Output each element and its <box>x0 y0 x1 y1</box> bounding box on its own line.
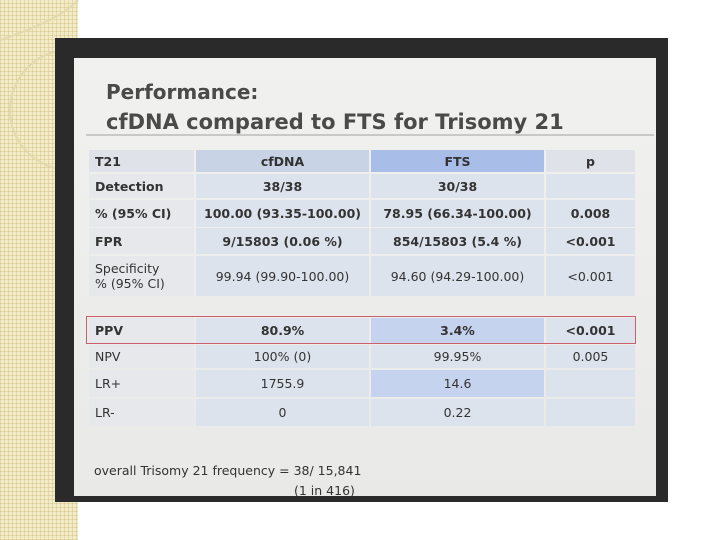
table-cell: <0.001 <box>546 228 635 254</box>
table-cell: 9/15803 (0.06 %) <box>196 228 369 254</box>
ppv-highlight <box>86 316 636 344</box>
row-label: % (95% CI) <box>95 276 165 291</box>
table-cell: NPV <box>89 345 194 368</box>
table-cell: Specificity% (95% CI) <box>89 256 194 296</box>
table-cell: LR+ <box>89 370 194 397</box>
header-cell: p <box>546 150 635 172</box>
table-cell: 30/38 <box>371 174 544 198</box>
table-cell: 38/38 <box>196 174 369 198</box>
table-cell: PPV <box>89 318 194 343</box>
table-cell: FPR <box>89 228 194 254</box>
table-cell: 0.005 <box>546 345 635 368</box>
row-label: LR- <box>95 405 115 420</box>
table-cell <box>546 174 635 198</box>
footnote: overall Trisomy 21 frequency = 38/ 15,84… <box>94 463 362 478</box>
table-cell: <0.001 <box>546 318 635 343</box>
table-cell: 100% (0) <box>196 345 369 368</box>
table-cell: 0 <box>196 399 369 426</box>
slide-title: Performance: <box>106 80 259 104</box>
table-cell <box>546 399 635 426</box>
table-cell: <0.001 <box>546 256 635 296</box>
row-label: Detection <box>95 178 164 194</box>
row-label: LR+ <box>95 376 122 391</box>
slide-subtitle: cfDNA compared to FTS for Trisomy 21 <box>106 110 564 134</box>
title-rule <box>86 134 654 136</box>
table-cell: % (95% CI) <box>89 200 194 227</box>
table-cell: Detection <box>89 174 194 198</box>
header-cell: T21 <box>89 150 194 172</box>
row-label: Specificity <box>95 261 160 276</box>
table-cell: 0.22 <box>371 399 544 426</box>
table-cell: 94.60 (94.29-100.00) <box>371 256 544 296</box>
row-label: NPV <box>95 349 121 364</box>
table-cell: 1755.9 <box>196 370 369 397</box>
row-label: PPV <box>95 323 123 338</box>
table-cell: 80.9% <box>196 318 369 343</box>
table-cell: 99.94 (99.90-100.00) <box>196 256 369 296</box>
table-cell: 854/15803 (5.4 %) <box>371 228 544 254</box>
row-label: FPR <box>95 233 123 249</box>
row-label: % (95% CI) <box>95 206 172 221</box>
header-cell: cfDNA <box>196 150 369 172</box>
table-cell: 99.95% <box>371 345 544 368</box>
table-cell: 78.95 (66.34-100.00) <box>371 200 544 227</box>
table-cell: 3.4% <box>371 318 544 343</box>
header-cell: FTS <box>371 150 544 172</box>
table-cell: LR- <box>89 399 194 426</box>
table-cell: 0.008 <box>546 200 635 227</box>
table-cell: 14.6 <box>371 370 544 397</box>
footnote: (1 in 416) <box>294 483 355 498</box>
table-cell: 100.00 (93.35-100.00) <box>196 200 369 227</box>
table-cell <box>546 370 635 397</box>
